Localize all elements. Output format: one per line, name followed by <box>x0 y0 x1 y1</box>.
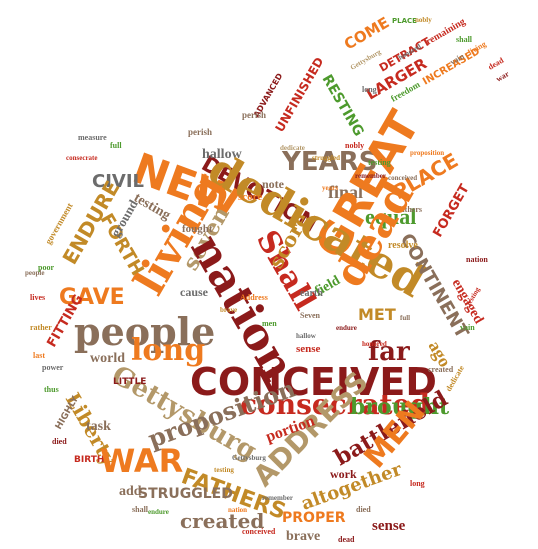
word-nobly-up: nobly <box>345 141 364 150</box>
word-died-low: died <box>356 505 371 514</box>
word-note: note <box>262 177 285 191</box>
word-brought: brought <box>350 394 450 420</box>
word-dead-low: dead <box>338 535 355 544</box>
word-long: long <box>131 333 205 368</box>
word-proposition-up: proposition <box>410 149 444 157</box>
word-testing-low: testing <box>214 466 234 474</box>
word-endure-mid: endure <box>336 324 357 332</box>
word-conceived-up: conceived <box>388 174 417 182</box>
word-endure-low: endure <box>148 508 169 516</box>
word-poor: poor <box>38 263 54 272</box>
word-hallow: hallow <box>202 147 243 162</box>
word-war-stem: war <box>495 69 511 84</box>
word-years-mid: years <box>322 184 338 192</box>
word-honored-mid: honored <box>362 340 387 348</box>
word-struggled-up: struggled <box>312 154 340 162</box>
word-dead-stem: dead <box>487 55 506 71</box>
word-nobly: nobly <box>415 16 432 24</box>
word-resolve: resolve <box>388 240 418 251</box>
word-little: LITTLE <box>113 377 146 387</box>
word-long-low: long <box>410 479 425 488</box>
word-place-small: PLACE <box>392 17 417 25</box>
word-nation-right: nation <box>466 255 488 264</box>
word-lives: lives <box>30 293 45 302</box>
word-forget: FORGET <box>430 182 472 240</box>
word-far: far <box>368 337 410 367</box>
word-people: people <box>74 309 215 354</box>
word-full-up: full <box>110 141 122 150</box>
word-remember-up: remember <box>355 172 386 180</box>
word-people-left: people <box>25 269 44 277</box>
word-died-left: died <box>52 437 67 446</box>
word-address-mid: Address <box>240 293 268 302</box>
word-sense: sense <box>372 518 406 534</box>
word-hallow-mid: hallow <box>296 332 317 340</box>
word-met: MET <box>358 305 396 324</box>
word-fought: fought <box>182 223 213 235</box>
word-resting: RESTING <box>319 72 367 139</box>
word-conceived: CONCEIVED <box>190 360 437 404</box>
word-created: created <box>180 509 264 533</box>
word-proper: PROPER <box>282 510 346 526</box>
word-vain-mid: vain <box>460 323 475 332</box>
word-struggled: STRUGGLED <box>138 486 233 502</box>
word-consecrated: consecrated <box>240 388 430 421</box>
word-rather: rather <box>30 323 52 332</box>
word-shall-low: shall <box>132 505 149 514</box>
word-shall-stem: shall <box>456 35 473 44</box>
word-birth: BIRTH <box>74 455 104 465</box>
word-consecrate-left: consecrate <box>66 154 97 162</box>
word-equal: equal <box>365 204 416 229</box>
word-come: COME <box>341 13 392 53</box>
word-nation-low: nation <box>228 506 247 514</box>
word-conceived-low: conceived <box>242 527 276 536</box>
word-measure: measure <box>78 133 107 142</box>
word-long-stem: long <box>362 85 377 94</box>
word-sense-mid: sense <box>296 343 321 355</box>
word-perish: perish <box>242 110 266 120</box>
word-men-mid: men <box>262 319 277 328</box>
word-testing-up: testing <box>368 158 391 167</box>
word-thus-left: thus <box>44 385 59 394</box>
word-gettysburg-low: Gettysburg <box>232 454 266 462</box>
word-perish-up: perish <box>188 127 212 137</box>
word-work: work <box>330 467 357 481</box>
word-civil: CIVIL <box>92 171 144 192</box>
word-dedicate-up: dedicate <box>280 144 305 152</box>
word-cause: cause <box>180 285 209 299</box>
word-seven-mid: Seven <box>300 311 321 320</box>
word-years: YEARS <box>281 147 377 177</box>
word-war: WAR <box>100 442 183 480</box>
word-brave: brave <box>286 529 320 544</box>
word-score-upper: score <box>238 191 262 203</box>
word-full-mid: full <box>400 314 410 322</box>
word-created-right: created <box>428 365 454 374</box>
word-unfinished: UNFINISHED <box>272 55 326 135</box>
word-add: add <box>119 484 142 499</box>
word-final: final <box>328 182 363 202</box>
word-task: task <box>86 419 111 434</box>
word-power: power <box>42 363 64 372</box>
word-last-left: last <box>33 351 45 360</box>
word-brave-mid: brave <box>220 306 237 314</box>
word-remember-low: remember <box>262 494 293 502</box>
word-gave: GAVE <box>59 285 125 310</box>
word-world: world <box>90 351 125 366</box>
word-gettysburg-stem: Gettysburg <box>349 48 383 72</box>
word-fathers-up: fathers <box>398 205 422 214</box>
word-earth: earth <box>300 288 323 299</box>
